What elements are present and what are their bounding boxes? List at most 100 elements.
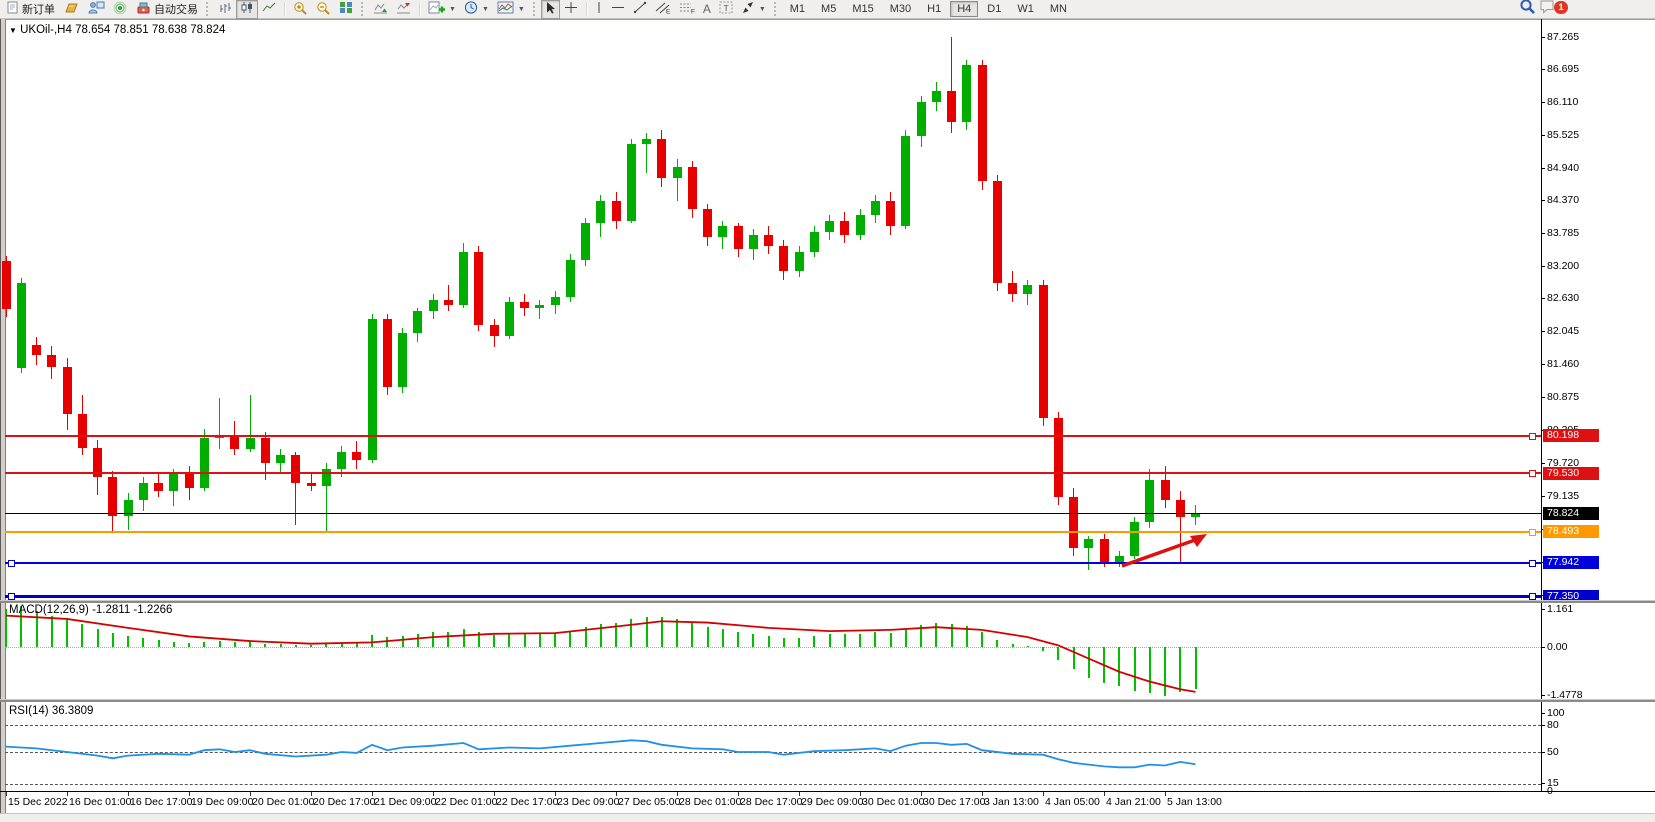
candle-body [260, 437, 270, 464]
chat-icon[interactable] [1540, 0, 1557, 19]
rsi-indicator-label: RSI(14) 36.3809 [9, 705, 94, 717]
price-axis-tick [1541, 266, 1545, 268]
time-axis-label: 22 Dec 01:00 [435, 796, 498, 808]
notification-badge[interactable]: 1 [1554, 0, 1568, 14]
macd-histogram-bar [996, 639, 999, 647]
horizontal-line-tool-button[interactable] [607, 0, 629, 19]
price-axis-border[interactable] [1541, 19, 1542, 791]
auto-scroll-icon [373, 1, 388, 17]
line-handle[interactable] [8, 559, 15, 567]
line-handle[interactable] [1529, 593, 1536, 601]
macd-histogram-bar [767, 635, 770, 647]
horizontal-line-object[interactable] [5, 561, 1541, 564]
chevron-down-icon: ▼ [481, 5, 489, 13]
macd-histogram-bar [706, 626, 709, 647]
candle-body [230, 434, 240, 449]
autotrading-button[interactable]: 自动交易 [132, 0, 202, 19]
time-axis-label: 16 Dec 17:00 [130, 796, 193, 808]
arrows-tool-button[interactable]: ▼ [737, 0, 770, 19]
price-axis-tick [1541, 397, 1545, 399]
rsi-axis-tick [1541, 752, 1545, 753]
candle-body [1084, 539, 1094, 548]
line-handle[interactable] [1529, 432, 1536, 440]
vertical-line-tool-button[interactable] [591, 0, 607, 19]
macd-axis-tick [1541, 647, 1545, 648]
macd-histogram-bar [355, 643, 358, 647]
timeframe-button-h1[interactable]: H1 [927, 3, 942, 15]
macd-axis-label: 1.161 [1547, 603, 1574, 615]
candle-body [1191, 513, 1200, 517]
chevron-down-icon: ▼ [758, 5, 766, 13]
line-handle[interactable] [8, 593, 15, 601]
candle-body [459, 251, 468, 306]
market-watch-button[interactable] [59, 0, 84, 19]
trendline-tool-button[interactable] [629, 0, 651, 19]
candle-body [1130, 522, 1139, 557]
arrows-icon [741, 1, 755, 17]
timeframe-button-d1[interactable]: D1 [987, 3, 1002, 15]
timeframe-button-m1[interactable]: M1 [789, 3, 806, 15]
search-icon[interactable] [1519, 0, 1536, 20]
line-handle[interactable] [1529, 470, 1536, 478]
time-axis-label: 16 Dec 01:00 [69, 796, 132, 808]
text-tool-button[interactable]: A [699, 0, 715, 19]
time-axis-tick [311, 792, 312, 796]
chart-shift-button[interactable] [392, 0, 415, 19]
timeframe-button-h4[interactable]: H4 [950, 1, 979, 17]
text-label-tool-button[interactable]: T [715, 0, 737, 19]
timeframe-button-mn[interactable]: MN [1049, 3, 1067, 15]
chart-title[interactable]: ▼ UKOil-,H4 78.654 78.851 78.638 78.824 [9, 24, 225, 36]
price-badge: 79.530 [1543, 466, 1599, 480]
time-axis-tick [799, 792, 800, 796]
horizontal-line-object[interactable] [5, 434, 1541, 437]
fibonacci-tool-button[interactable]: F [675, 0, 699, 19]
crosshair-tool-button[interactable] [560, 0, 582, 19]
line-handle[interactable] [1529, 559, 1536, 567]
candle-body [535, 305, 545, 308]
indicators-button[interactable]: ▼ [493, 0, 529, 19]
zoom-out-button[interactable] [312, 0, 335, 19]
new-chart-button[interactable]: ▼ [424, 0, 460, 19]
zoom-out-icon [316, 1, 331, 18]
timeframe-button-m5[interactable]: M5 [821, 3, 837, 15]
price-axis-tick-label: 82.045 [1547, 325, 1580, 338]
candle-wick [295, 451, 297, 526]
cursor-tool-button[interactable] [540, 0, 560, 19]
macd-histogram-bar [462, 628, 465, 647]
bar-chart-button[interactable] [214, 0, 236, 19]
zoom-in-button[interactable] [289, 0, 312, 19]
line-chart-button[interactable] [258, 0, 280, 19]
svg-text:T: T [723, 3, 728, 13]
equidistant-channel-tool-button[interactable]: E [651, 0, 675, 19]
candle-body [977, 65, 987, 182]
horizontal-line-object[interactable] [5, 472, 1541, 475]
candle-body [520, 302, 529, 308]
timeframe-button-w1[interactable]: W1 [1017, 3, 1034, 15]
horizontal-line-object[interactable] [5, 594, 1541, 598]
candle-body [626, 144, 636, 221]
horizontal-line-object[interactable] [5, 530, 1541, 533]
timeframe-button-m30[interactable]: M30 [889, 3, 912, 15]
candlestick-chart-button[interactable] [236, 0, 258, 19]
new-order-button[interactable]: 新订单 [3, 0, 59, 19]
candle-body [886, 200, 895, 227]
chart-dropdown-icon[interactable]: ▼ [9, 26, 17, 35]
macd-histogram-bar [843, 634, 846, 647]
profiles-button[interactable]: ▼ [460, 0, 493, 19]
pane-separator[interactable] [0, 699, 1655, 702]
signals-button[interactable] [109, 0, 132, 19]
tile-windows-button[interactable] [335, 0, 357, 19]
candle-wick [539, 299, 541, 320]
time-axis-tick [616, 792, 617, 796]
terminal-button[interactable] [84, 0, 109, 19]
time-axis-label: 20 Dec 17:00 [313, 796, 376, 808]
auto-scroll-button[interactable] [369, 0, 392, 19]
line-handle[interactable] [1529, 528, 1536, 536]
macd-histogram-bar [1103, 647, 1105, 684]
timeframe-button-m15[interactable]: M15 [852, 3, 874, 15]
pane-separator[interactable] [0, 600, 1655, 603]
horizontal-line-icon [611, 1, 625, 17]
macd-histogram-bar [752, 633, 755, 647]
